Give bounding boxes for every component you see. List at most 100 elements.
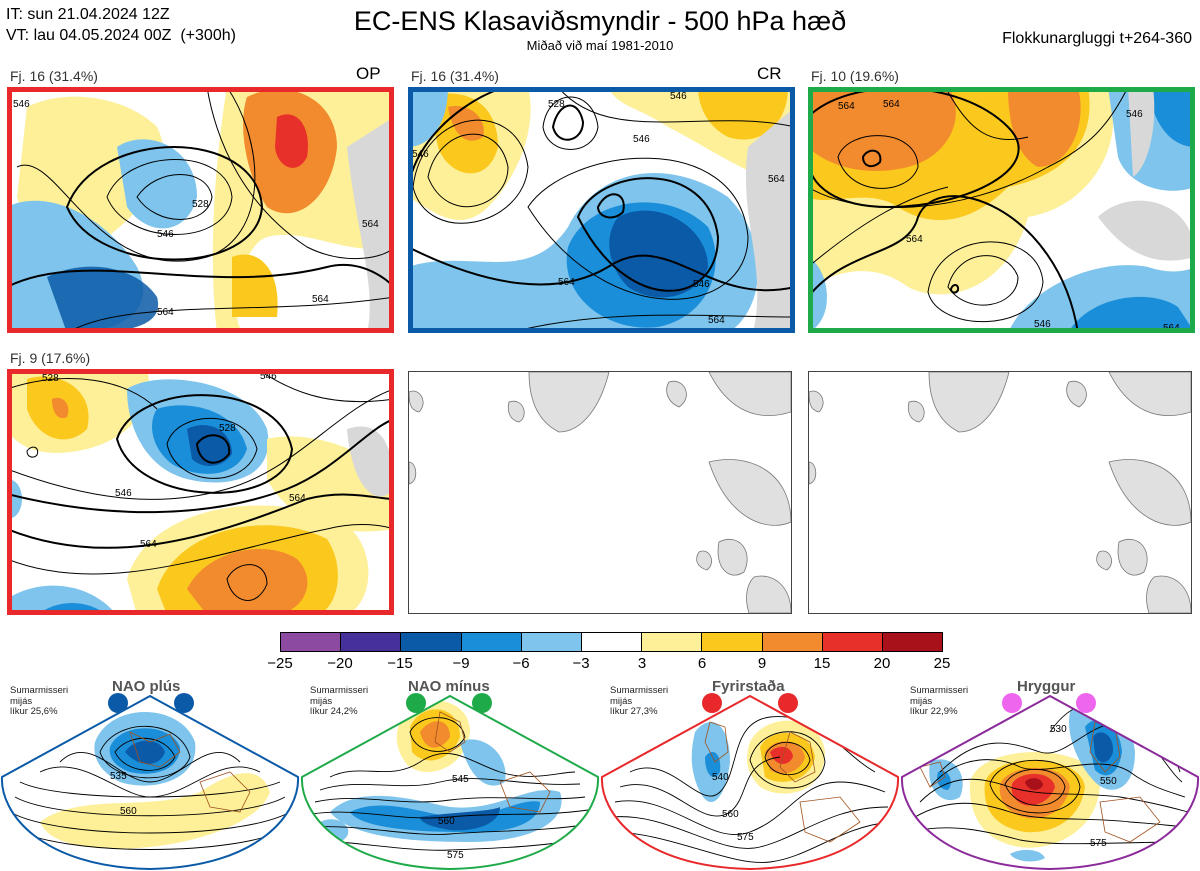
colorbar-cell (882, 633, 943, 651)
regime-2-dot (406, 693, 426, 713)
colorbar-tick: −3 (572, 655, 590, 672)
colorbar-cell (341, 633, 402, 651)
regime-3-name: Fyrirstaða (712, 678, 785, 695)
regime-2-info-line: líkur 24,2% (310, 706, 358, 717)
empty-map-1 (408, 371, 792, 614)
regime-3-contour-label: 540 (712, 772, 729, 783)
colorbar-tick: −25 (267, 655, 293, 672)
cluster-2-contour-label: 564 (558, 277, 575, 288)
regime-1-info-line: Sumarmisseri (10, 685, 69, 696)
cluster-2-label: Fj. 16 (31.4%) (411, 68, 499, 84)
cluster-1-frame (7, 87, 394, 333)
regime-blocking: 540 560 575 Sumarmisseri mijás líkur 27,… (600, 672, 900, 871)
cluster-map-1: 546 528 546 564 564 564 (7, 87, 394, 333)
colorbar-tick: 9 (757, 655, 767, 672)
regime-1-dot (108, 693, 128, 713)
regime-3-info: Sumarmisseri mijás líkur 27,3% (610, 685, 668, 718)
cluster-2-tag: CR (757, 64, 782, 83)
colorbar-cell (822, 633, 883, 651)
regime-1-contour-label: 535 (110, 771, 127, 782)
regime-3-dot (702, 693, 722, 713)
regime-nao-minus: 545 560 575 Sumarmisseri mijás líkur 24,… (300, 672, 600, 871)
regime-2-info-line: mijás (310, 695, 333, 707)
cluster-1-contour-label: 564 (157, 307, 174, 318)
regime-2-contour-label: 560 (438, 816, 455, 827)
header-left: IT: sun 21.04.2024 12Z VT: lau 04.05.202… (6, 4, 236, 46)
cluster-4-label: Fj. 9 (17.6%) (10, 350, 91, 366)
regime-1-contour-label: 560 (120, 806, 137, 817)
colorbar-cell (581, 633, 643, 651)
valid-time: VT: lau 04.05.2024 00Z (+300h) (6, 27, 236, 44)
regime-3-dot (778, 693, 798, 713)
cluster-1-contour-label: 546 (13, 99, 30, 110)
regime-4-info-line: Sumarmisseri (910, 685, 969, 696)
colorbar-cell (642, 633, 703, 651)
regime-4-info-line: mijás (910, 695, 933, 707)
regime-1-info: Sumarmisseri mijás líkur 25,6% (10, 685, 69, 718)
cluster-2-frame (408, 87, 795, 333)
regime-2-info: Sumarmisseri mijás líkur 24,2% (310, 685, 369, 718)
cluster-4-contour-label: 564 (289, 493, 306, 504)
colorbar-tick: −6 (512, 655, 530, 672)
regime-3-contour-label: 575 (737, 832, 754, 843)
cluster-1-label: Fj. 16 (31.4%) (10, 68, 98, 84)
cluster-1-contour-label: 564 (312, 294, 329, 305)
regime-nao-plus: 535 560 Sumarmisseri mijás líkur 25,6% N… (0, 672, 300, 871)
cluster-4-frame (7, 369, 394, 615)
window-label: Flokkunargluggi t+264-360 (1002, 30, 1192, 47)
cluster-1-tag: OP (356, 64, 381, 83)
regime-4-contour-label: 575 (1090, 838, 1107, 849)
cluster-3-contour-label: 564 (838, 101, 855, 112)
cluster-2-contour-label: 546 (693, 279, 710, 290)
cluster-2-contour-label: 546 (633, 134, 650, 145)
colorbar-tick: −15 (387, 655, 413, 672)
regime-1-dot (174, 693, 194, 713)
regime-4-info-line: líkur 22,9% (910, 706, 958, 717)
regime-3-contour-label: 560 (722, 809, 739, 820)
cluster-4-contour-label: 528 (42, 373, 59, 384)
colorbar-tick: −20 (327, 655, 353, 672)
cluster-3-contour-label: 564 (906, 234, 923, 245)
page-title: EC-ENS Klasaviðsmyndir - 500 hPa hæð (353, 6, 847, 36)
regime-2-contour-label: 575 (447, 850, 464, 861)
regime-2-name: NAO mínus (408, 678, 490, 695)
cluster-3-contour-label: 564 (883, 99, 900, 110)
colorbar-cell (521, 633, 582, 651)
colorbar-cell (281, 633, 342, 651)
cluster-2-contour-label: 564 (768, 174, 785, 185)
regime-2-info-line: Sumarmisseri (310, 685, 369, 696)
cluster-map-2: 546 528 546 546 564 546 564 564 (408, 87, 795, 333)
colorbar-tick: 15 (813, 655, 831, 672)
cluster-1-contour-label: 564 (362, 219, 379, 230)
cluster-4-contour-label: 564 (140, 539, 157, 550)
colorbar-cell (702, 633, 763, 651)
page-subtitle: Miðað við maí 1981-2010 (526, 38, 674, 53)
regime-4-contour-label: 550 (1100, 776, 1117, 787)
colorbar-cell (401, 633, 462, 651)
cluster-2-contour-label: 546 (412, 149, 429, 160)
cluster-4-contour-label: 528 (219, 423, 236, 434)
cluster-4-contour-label: 546 (115, 488, 132, 499)
empty-map-2 (808, 371, 1192, 614)
regime-1-name: NAO plús (112, 678, 181, 695)
cluster-2-contour-label: 564 (708, 315, 725, 326)
cluster-3-label: Fj. 10 (19.6%) (811, 68, 899, 84)
regime-4-name: Hryggur (1017, 678, 1076, 695)
colorbar-tick: 20 (873, 655, 891, 672)
colorbar-tick: −9 (452, 655, 470, 672)
colorbar-tick: 6 (697, 655, 707, 672)
colorbar-cell (762, 633, 823, 651)
cluster-1-contour-label: 528 (192, 199, 209, 210)
colorbar-tick: 3 (637, 655, 647, 672)
cluster-map-3: 564 564 546 564 546 564 (808, 87, 1195, 333)
cluster-2-contour-label: 546 (670, 91, 687, 102)
cluster-3-contour-label: 546 (1126, 109, 1143, 120)
regime-1-info-line: mijás (10, 695, 33, 707)
regime-4-dot (1002, 693, 1022, 713)
cluster-3-contour-label: 546 (1034, 319, 1051, 330)
regime-1-info-line: líkur 25,6% (10, 706, 58, 717)
cluster-4-contour-label: 546 (260, 371, 277, 382)
init-time: IT: sun 21.04.2024 12Z (6, 6, 170, 23)
cluster-1-contour-label: 546 (157, 229, 174, 240)
regime-4-info: Sumarmisseri mijás líkur 22,9% (910, 685, 969, 718)
